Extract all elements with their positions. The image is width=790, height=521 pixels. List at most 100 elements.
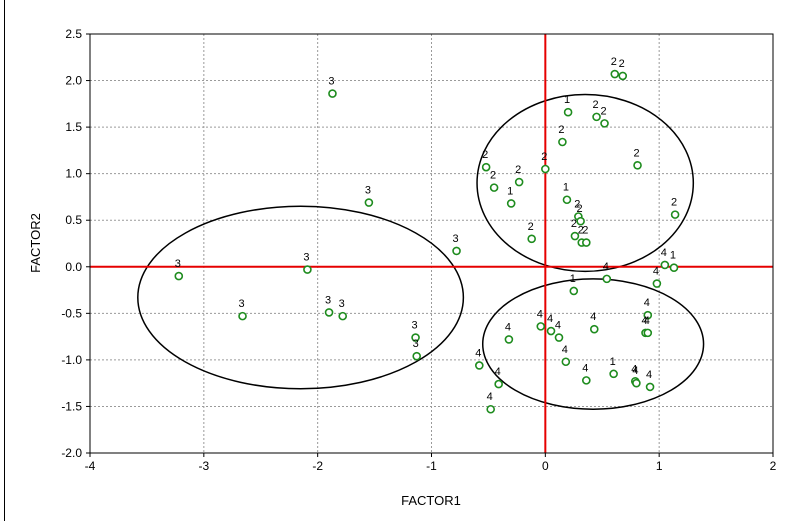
data-point — [602, 274, 612, 284]
data-point-label: 3 — [412, 320, 418, 332]
data-point-label: 3 — [303, 252, 309, 264]
data-point-label: 2 — [619, 58, 625, 70]
data-point-label: 1 — [610, 356, 616, 368]
y-tick-label: 0.5 — [65, 213, 82, 227]
data-point-label: 1 — [507, 185, 513, 197]
data-point — [546, 326, 556, 336]
data-point — [582, 238, 591, 247]
data-point — [481, 162, 491, 172]
data-point — [238, 311, 247, 321]
data-point — [632, 378, 641, 388]
y-tick-label: -2.0 — [61, 446, 82, 460]
data-point-label: 3 — [365, 185, 371, 197]
data-point-label: 3 — [413, 338, 419, 350]
data-point — [541, 164, 550, 174]
data-point-label: 3 — [452, 233, 458, 245]
data-point — [618, 71, 628, 81]
data-point-label: 3 — [339, 298, 345, 310]
x-tick-label: -4 — [85, 459, 96, 473]
data-point — [328, 89, 337, 98]
data-point — [475, 361, 484, 370]
data-point — [561, 357, 571, 367]
data-point — [506, 199, 516, 208]
data-point — [411, 333, 420, 342]
data-point — [514, 177, 524, 187]
data-point — [645, 382, 655, 392]
y-tick-label: 0.0 — [65, 260, 82, 274]
data-point — [610, 69, 620, 79]
data-point-label: 4 — [631, 363, 637, 375]
data-point — [660, 260, 670, 270]
x-tick-label: -3 — [198, 459, 209, 473]
data-point-label: 4 — [537, 308, 543, 320]
data-point — [600, 119, 609, 128]
data-point-label: 4 — [562, 344, 568, 356]
data-point-label: 2 — [611, 56, 617, 68]
data-point-label: 2 — [582, 225, 588, 237]
data-point — [338, 311, 348, 321]
x-tick-label: 1 — [656, 459, 663, 473]
x-tick-label: 2 — [770, 459, 777, 473]
data-point-label: 2 — [671, 197, 677, 209]
data-point-label: 2 — [528, 221, 534, 233]
data-point-label: 3 — [328, 76, 334, 88]
y-axis-label: FACTOR2 — [28, 213, 43, 273]
data-point — [504, 335, 514, 344]
data-point-label: 3 — [175, 258, 181, 270]
data-point-label: 4 — [644, 315, 650, 327]
data-point — [554, 333, 564, 342]
data-point — [643, 310, 653, 320]
y-tick-label: 1.0 — [65, 167, 82, 181]
y-tick-label: 2.0 — [65, 74, 82, 88]
y-tick-labels: -2.0 -1.5 -1.0 -0.5 0.0 0.5 1.0 1.5 2.0 2.5 — [61, 27, 82, 460]
data-point-label: 2 — [558, 124, 564, 136]
data-point — [489, 183, 499, 192]
y-tick-label: -1.5 — [61, 399, 82, 413]
reference-lines — [90, 34, 773, 453]
data-point-label: 1 — [564, 94, 570, 106]
data-point — [527, 234, 536, 244]
data-point — [633, 160, 642, 170]
data-point — [669, 263, 679, 273]
data-point-label: 2 — [541, 151, 547, 163]
data-point — [643, 328, 653, 338]
x-tick-label: -2 — [312, 459, 323, 473]
data-point — [652, 279, 662, 288]
data-point — [494, 379, 503, 389]
data-point-label: 4 — [646, 369, 652, 381]
data-point-label: 2 — [490, 170, 496, 182]
y-tick-label: 2.5 — [65, 27, 82, 41]
data-point — [570, 231, 580, 241]
y-tick-label: 1.5 — [65, 120, 82, 134]
x-tick-labels: -4 -3 -2 -1 0 1 2 — [85, 459, 777, 473]
y-tick-label: -1.0 — [61, 353, 82, 367]
data-point — [670, 210, 680, 219]
data-point — [569, 286, 579, 296]
data-point — [324, 308, 334, 317]
x-axis-label: FACTOR1 — [401, 493, 461, 508]
data-point — [563, 107, 573, 117]
x-tick-label: -1 — [426, 459, 437, 473]
data-points — [174, 69, 680, 414]
data-point-label: 4 — [590, 311, 596, 323]
data-point — [536, 322, 546, 331]
data-point-label: 4 — [632, 365, 638, 377]
data-point — [174, 271, 184, 281]
data-point-label: 1 — [563, 182, 569, 194]
cluster-ellipse — [481, 278, 705, 410]
data-point-label: 1 — [570, 273, 576, 285]
data-point-label: 2 — [592, 99, 598, 111]
data-point — [589, 324, 599, 334]
data-point-label: 4 — [641, 315, 647, 327]
data-point — [609, 369, 618, 379]
data-point-label: 2 — [515, 164, 521, 176]
cluster-ellipse — [137, 205, 465, 390]
data-point-label: 4 — [603, 261, 609, 273]
data-point-label: 1 — [670, 250, 676, 262]
data-point-label: 4 — [475, 347, 481, 359]
data-point-label: 4 — [661, 247, 667, 259]
data-point-label: 2 — [574, 198, 580, 210]
